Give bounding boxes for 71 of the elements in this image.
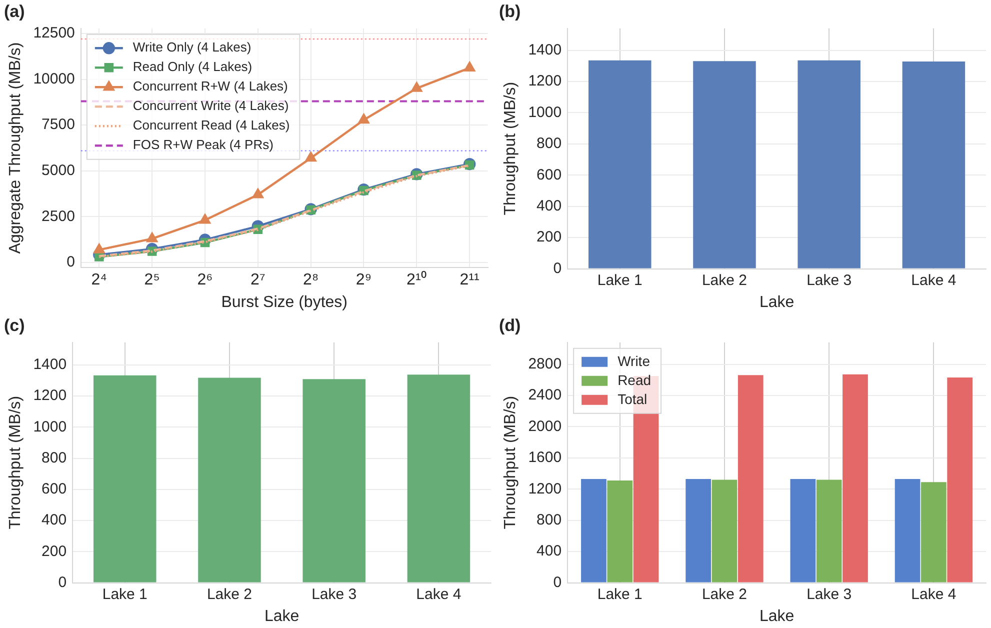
legend-label: Concurrent R+W (4 Lakes) — [132, 78, 288, 94]
x-tick-label: Lake 1 — [597, 586, 642, 603]
y-tick-label: 400 — [536, 542, 562, 560]
y-axis-title: Throughput (MB/s) — [502, 82, 520, 216]
legend-label: Concurrent Write (4 Lakes) — [132, 98, 289, 114]
y-tick-label: 600 — [536, 166, 562, 184]
x-axis-title: Lake — [264, 608, 300, 625]
chart-title: (a) — [4, 2, 25, 21]
legend-label: Concurrent Read (4 Lakes) — [132, 118, 290, 133]
x-tick-label: Lake 1 — [597, 272, 642, 289]
y-tick-label: 800 — [42, 449, 67, 466]
y-tick-label: 0 — [66, 254, 75, 271]
x-tick-label: Lake 3 — [312, 586, 357, 603]
y-tick-label: 400 — [42, 512, 67, 529]
chart-title: (d) — [499, 316, 521, 335]
x-tick-label: 2⁸ — [302, 272, 319, 289]
x-axis-title: Lake — [759, 294, 794, 311]
x-tick-label: Lake 2 — [206, 586, 252, 603]
x-tick-label: Lake 1 — [102, 586, 148, 603]
x-tick-label: Lake 4 — [911, 272, 956, 289]
chart-title: (c) — [4, 316, 25, 335]
y-tick-label: 1000 — [528, 104, 562, 121]
y-tick-label: 7500 — [42, 116, 75, 134]
y-tick-label: 2400 — [528, 386, 562, 404]
x-tick-label: 2⁴ — [91, 272, 108, 289]
y-tick-label: 200 — [536, 228, 562, 246]
y-axis-title: Throughput (MB/s) — [7, 396, 24, 530]
legend-label: Total — [618, 390, 648, 407]
y-tick-label: 1200 — [528, 480, 562, 498]
x-axis-title: Burst Size (bytes) — [221, 294, 348, 311]
y-tick-label: 1000 — [33, 418, 67, 436]
legend-label: Write Only (4 Lakes) — [132, 40, 252, 55]
y-tick-label: 10000 — [33, 70, 75, 88]
y-tick-label: 600 — [42, 480, 67, 498]
x-tick-label: 2⁷ — [250, 272, 266, 289]
x-tick-label: 2⁶ — [197, 272, 213, 289]
y-tick-label: 0 — [553, 260, 562, 277]
x-axis-title: Lake — [759, 608, 794, 625]
y-tick-label: 200 — [42, 542, 67, 560]
y-axis-title: Throughput (MB/s) — [502, 396, 520, 530]
y-tick-label: 2800 — [528, 355, 562, 372]
y-tick-label: 1200 — [528, 72, 562, 90]
y-tick-label: 1200 — [33, 387, 67, 404]
x-tick-label: Lake 4 — [911, 586, 956, 603]
chart-title: (b) — [499, 2, 521, 21]
x-tick-label: 2¹¹ — [460, 272, 480, 289]
y-tick-label: 1400 — [528, 41, 562, 58]
y-axis-title: Aggregate Throughput (MB/s) — [7, 42, 24, 254]
y-tick-label: 0 — [553, 574, 562, 591]
y-tick-label: 2500 — [42, 208, 75, 225]
x-tick-label: Lake 3 — [806, 586, 852, 603]
y-tick-label: 800 — [536, 512, 562, 528]
legend-label: Write — [618, 352, 650, 369]
legend-label: Read Only (4 Lakes) — [132, 59, 252, 74]
y-tick-label: 5000 — [42, 162, 75, 180]
y-tick-label: 2000 — [528, 418, 562, 435]
x-tick-label: 2⁵ — [144, 272, 160, 289]
x-tick-label: Lake 2 — [702, 272, 748, 289]
x-tick-label: 2¹⁰ — [406, 270, 427, 289]
legend-label: Read — [618, 372, 652, 388]
y-tick-label: 12500 — [33, 24, 75, 42]
y-tick-label: 800 — [536, 135, 562, 152]
x-tick-label: 2⁹ — [356, 272, 372, 289]
y-tick-label: 0 — [58, 574, 67, 591]
y-tick-label: 1400 — [33, 356, 67, 374]
y-tick-label: 400 — [536, 198, 562, 214]
x-tick-label: Lake 4 — [416, 586, 462, 603]
x-tick-label: Lake 2 — [702, 586, 748, 603]
x-tick-label: Lake 3 — [806, 272, 852, 289]
legend-label: FOS R+W Peak (4 PRs) — [132, 137, 274, 152]
y-tick-label: 1600 — [528, 449, 562, 466]
